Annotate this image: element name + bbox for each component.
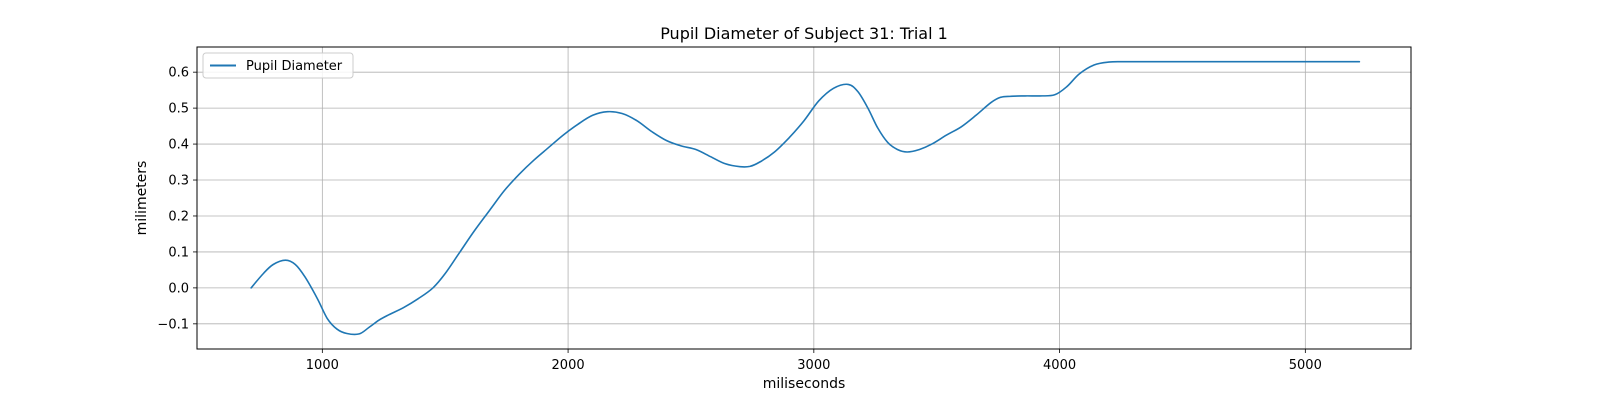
y-tick-label: 0.6 <box>168 66 189 81</box>
legend-label: Pupil Diameter <box>246 59 343 74</box>
x-tick-label: 1000 <box>306 358 339 373</box>
x-axis-label: miliseconds <box>763 376 846 392</box>
x-tick-label: 3000 <box>797 358 830 373</box>
y-tick-label: −0.1 <box>157 317 189 332</box>
plot-area <box>197 47 1411 349</box>
plot-frame <box>196 46 1412 350</box>
series-layer <box>250 60 1361 336</box>
y-axis-label: milimeters <box>134 161 150 236</box>
y-tick-label: 0.0 <box>168 281 189 296</box>
legend: Pupil Diameter <box>202 52 354 79</box>
ticks: 1000 2000 3000 4000 5000 −0.1 0.0 0.1 0.2 0.3 0.4 0… <box>157 66 1321 373</box>
y-tick-label: 0.5 <box>168 102 189 117</box>
y-tick-label: 0.2 <box>168 209 189 224</box>
x-tick-label: 5000 <box>1289 358 1322 373</box>
x-tick-label: 4000 <box>1043 358 1076 373</box>
legend-box <box>202 52 354 79</box>
y-tick-label: 0.1 <box>168 245 189 260</box>
grid <box>197 47 1411 349</box>
chart-title: Pupil Diameter of Subject 31: Trial 1 <box>660 24 948 43</box>
x-tick-label: 2000 <box>552 358 585 373</box>
y-tick-label: 0.4 <box>168 138 189 153</box>
y-tick-label: 0.3 <box>168 174 189 189</box>
series-line-pupil-diameter <box>250 60 1361 336</box>
